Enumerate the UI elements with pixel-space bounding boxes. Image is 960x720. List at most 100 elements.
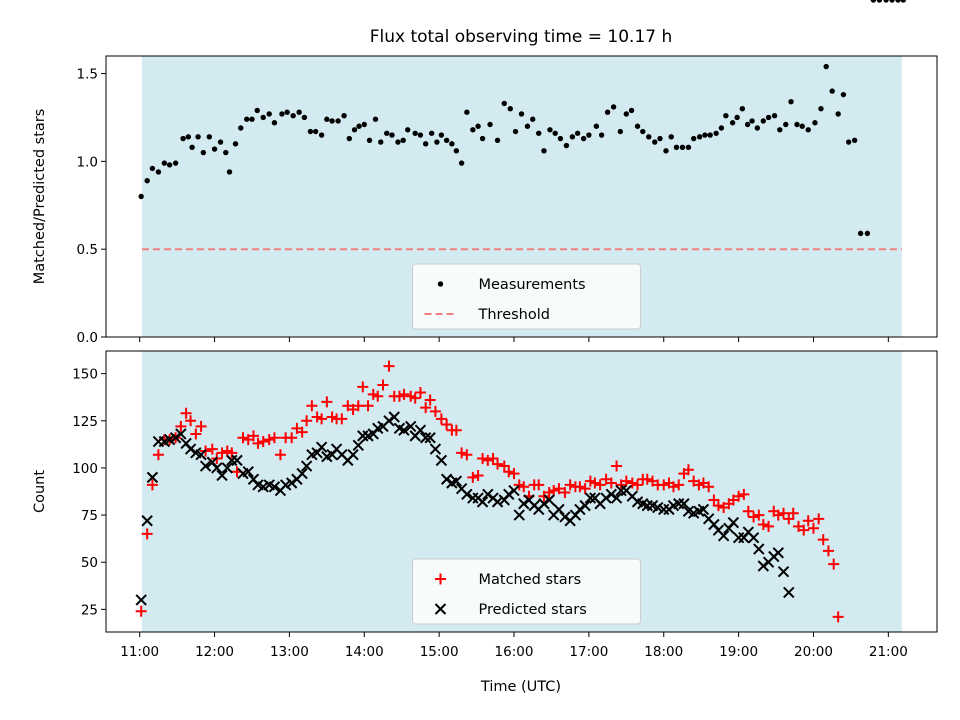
data-point <box>312 128 319 135</box>
data-point <box>244 116 250 122</box>
data-point <box>626 477 638 489</box>
data-point <box>817 534 829 546</box>
data-point <box>657 135 663 142</box>
data-point <box>461 449 473 461</box>
data-point <box>772 509 784 521</box>
data-point <box>617 128 624 135</box>
data-point <box>429 443 442 455</box>
data-point <box>668 134 674 140</box>
data-point <box>634 123 641 129</box>
data-point <box>732 531 745 544</box>
data-point <box>146 479 158 491</box>
data-point <box>461 488 473 501</box>
data-point <box>285 477 298 489</box>
data-point <box>412 130 418 136</box>
data-point <box>424 394 436 406</box>
data-point <box>456 447 468 459</box>
data-point <box>679 144 686 151</box>
y-tick-label: 125 <box>72 414 98 430</box>
data-point <box>242 465 254 478</box>
data-point <box>667 481 679 493</box>
data-point <box>646 134 652 140</box>
data-point <box>199 460 212 472</box>
data-point <box>738 488 750 500</box>
data-point <box>876 0 883 3</box>
data-point <box>807 522 819 534</box>
data-point <box>628 107 635 114</box>
data-point <box>757 519 769 531</box>
y-tick-label: 1.5 <box>77 67 98 83</box>
data-point <box>673 144 680 151</box>
data-point <box>232 141 239 147</box>
data-point <box>279 111 285 117</box>
data-point <box>543 494 555 506</box>
data-point <box>268 432 280 444</box>
data-point <box>889 0 895 3</box>
data-point <box>717 530 730 542</box>
x-tick-label: 16:00 <box>495 644 534 660</box>
data-point <box>237 432 249 444</box>
data-point <box>822 545 834 557</box>
data-point <box>763 520 775 532</box>
data-point <box>476 496 489 508</box>
legend-marker <box>435 573 446 585</box>
data-point <box>341 113 347 119</box>
data-point <box>307 128 314 135</box>
data-point <box>541 148 547 154</box>
data-point <box>464 109 470 115</box>
data-point <box>605 477 617 489</box>
data-point <box>598 132 605 138</box>
y-tick-label: 25 <box>81 602 98 618</box>
y-tick-label: 1.0 <box>77 154 98 170</box>
data-point <box>216 469 228 482</box>
data-point <box>195 134 201 140</box>
plot-frame <box>105 350 938 633</box>
data-point <box>508 484 520 497</box>
data-point <box>398 424 410 436</box>
data-point <box>231 454 243 467</box>
data-point <box>832 611 844 623</box>
data-point <box>744 121 751 128</box>
x-tick-label: 13:00 <box>270 644 309 660</box>
data-point <box>524 123 531 129</box>
data-point <box>640 128 646 135</box>
data-point <box>845 139 852 145</box>
data-point <box>574 130 581 136</box>
data-point <box>569 134 576 140</box>
data-point <box>453 148 460 154</box>
data-point <box>206 134 213 140</box>
data-point <box>383 415 395 427</box>
data-point <box>135 605 147 617</box>
data-point <box>729 120 736 126</box>
data-point <box>799 123 805 129</box>
data-point <box>870 0 877 3</box>
data-point <box>753 509 765 521</box>
plot-frame <box>105 55 938 338</box>
data-point <box>749 118 755 124</box>
data-point <box>161 160 168 166</box>
data-point <box>419 432 432 444</box>
data-point <box>487 452 499 464</box>
data-point <box>610 492 623 504</box>
data-point <box>771 113 778 119</box>
data-point <box>491 496 504 508</box>
data-point <box>238 125 244 131</box>
data-point <box>663 148 669 154</box>
data-point <box>747 531 760 544</box>
data-point <box>507 105 513 112</box>
data-point <box>185 134 192 140</box>
data-point <box>702 132 708 138</box>
y-tick-label: 100 <box>72 461 98 477</box>
data-point <box>703 481 715 493</box>
data-point <box>501 100 507 107</box>
data-point <box>377 379 389 391</box>
data-point <box>533 479 545 491</box>
data-point <box>420 402 432 414</box>
data-point <box>290 113 296 119</box>
y-axis-label: Matched/Predicted stars <box>32 109 48 285</box>
data-point <box>772 547 784 559</box>
data-point <box>257 436 269 448</box>
data-point <box>748 511 760 523</box>
data-point <box>787 507 799 519</box>
data-point <box>760 118 767 124</box>
